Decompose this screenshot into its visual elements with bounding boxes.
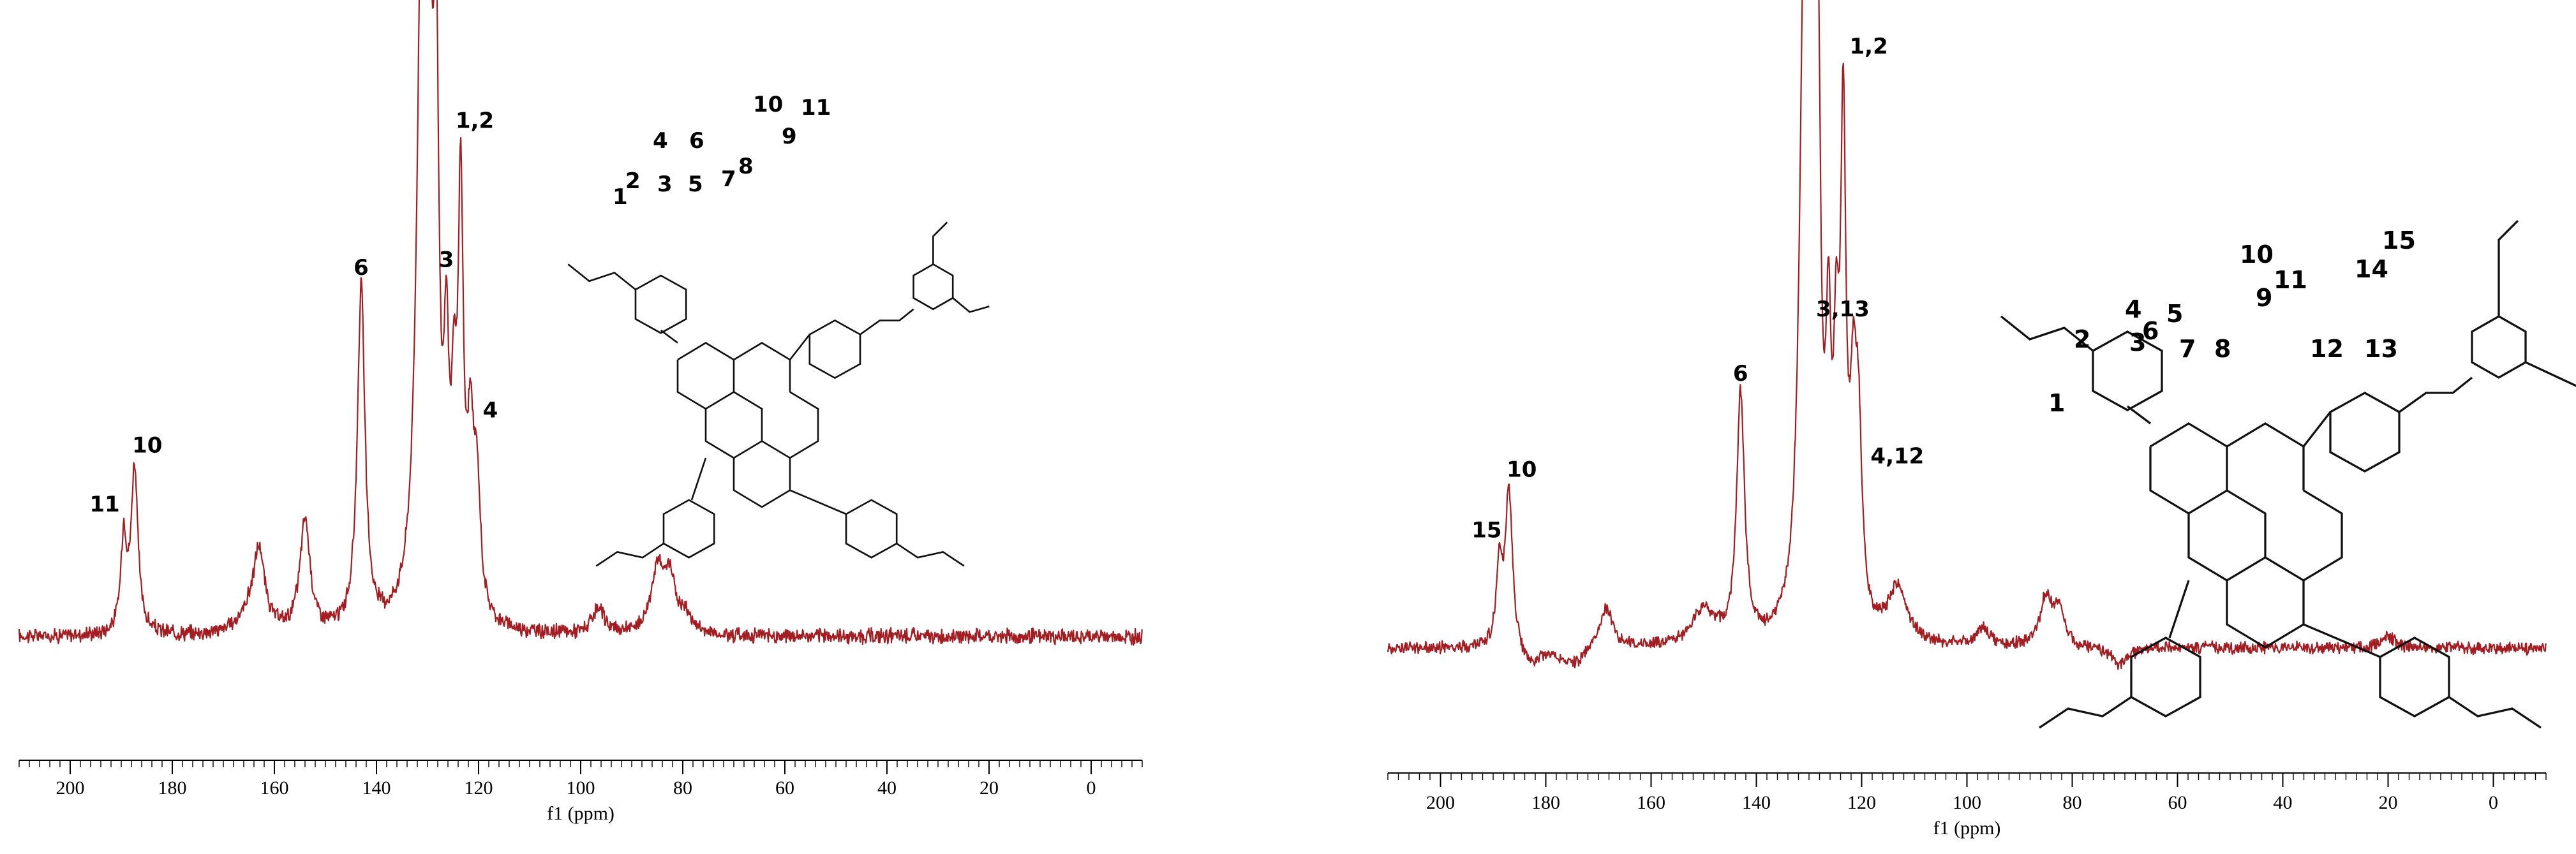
peak-label: 11 xyxy=(89,492,119,517)
peak-label: 3,13 xyxy=(1816,297,1870,322)
structure-label: 7 xyxy=(2179,335,2196,363)
structure-label: 6 xyxy=(689,128,704,154)
x-tick-label: 40 xyxy=(877,777,897,799)
x-tick-label: 80 xyxy=(2063,792,2082,813)
structure-label: 14 xyxy=(2355,255,2388,283)
structure-label: 12 xyxy=(2310,335,2344,363)
peak-label: 6 xyxy=(354,255,369,281)
structure-label: 2 xyxy=(2074,325,2090,353)
peak-label: 3 xyxy=(439,247,454,273)
structure-label: 15 xyxy=(2382,226,2416,254)
spectrum-panel-right: 200 180 160 140 120 100 80 60 40 20 0f1 (ppm)15106… xyxy=(1387,0,2547,839)
structure-label: 10 xyxy=(753,92,783,117)
x-tick-label: 100 xyxy=(567,777,595,799)
structure-label: 5 xyxy=(2166,300,2183,328)
structure-label: 13 xyxy=(2364,335,2398,363)
x-tick-label: 200 xyxy=(56,777,85,799)
x-tick-label: 140 xyxy=(362,777,391,799)
molecule-labels-left: 10 11 9 4 6 2 3 5 7 8 1 xyxy=(613,92,831,210)
x-tick-label: 120 xyxy=(1847,792,1876,813)
spectrum-trace xyxy=(18,0,1143,646)
molecule-labels-right: 10 11 9 15 14 4 5 12 13 2 3 6 7 8 1 xyxy=(2048,226,2416,417)
structure-label: 9 xyxy=(782,124,797,149)
peak-label: 6 xyxy=(1733,361,1748,387)
spectrum-trace xyxy=(1387,0,2547,670)
x-tick-label: 20 xyxy=(2379,792,2398,813)
x-tick-label: 180 xyxy=(1531,792,1560,813)
structure-label: 9 xyxy=(2256,284,2272,312)
structure-label: 8 xyxy=(738,154,754,179)
peak-label: 10 xyxy=(132,432,162,458)
peak-label: 4,12 xyxy=(1870,444,1924,469)
peak-label: 15 xyxy=(1471,518,1501,543)
x-axis-title: f1 (ppm) xyxy=(1933,818,2001,839)
structure-label: 11 xyxy=(2274,266,2307,294)
x-tick-label: 140 xyxy=(1742,792,1771,813)
structure-label: 10 xyxy=(2240,240,2274,269)
spectrum-panel-left: 200 180 160 140 120 100 80 60 40 20 0f1 (ppm)11106… xyxy=(18,0,1143,824)
molecule-structure-left xyxy=(567,221,990,567)
x-tick-label: 100 xyxy=(1953,792,1981,813)
structure-label: 3 xyxy=(2129,328,2146,357)
x-tick-label: 180 xyxy=(158,777,187,799)
structure-label: 7 xyxy=(721,166,736,192)
peak-label: 10 xyxy=(1507,457,1537,482)
peak-label: 1,2 xyxy=(456,108,494,134)
structure-label: 1 xyxy=(613,184,628,210)
structure-label: 2 xyxy=(625,168,641,194)
x-tick-label: 40 xyxy=(2274,792,2293,813)
structure-label: 4 xyxy=(2125,295,2141,323)
x-tick-label: 160 xyxy=(1637,792,1665,813)
structure-label: 3 xyxy=(657,172,673,197)
peak-label: 1,2 xyxy=(1850,34,1888,59)
structure-label: 4 xyxy=(653,128,668,154)
x-tick-label: 20 xyxy=(979,777,999,799)
x-tick-label: 0 xyxy=(1087,777,1096,799)
peak-label: 4 xyxy=(483,398,498,423)
x-tick-label: 80 xyxy=(673,777,692,799)
x-tick-label: 120 xyxy=(465,777,493,799)
x-tick-label: 200 xyxy=(1426,792,1455,813)
molecule-structure-right xyxy=(2000,219,2576,729)
x-tick-label: 160 xyxy=(260,777,289,799)
structure-label: 5 xyxy=(688,172,703,197)
structure-label: 6 xyxy=(2142,317,2159,345)
x-axis-title: f1 (ppm) xyxy=(547,803,614,824)
structure-label: 11 xyxy=(801,95,831,121)
structure-label: 1 xyxy=(2048,389,2065,417)
x-tick-label: 60 xyxy=(775,777,794,799)
x-tick-label: 0 xyxy=(2489,792,2498,813)
structure-label: 8 xyxy=(2214,335,2231,363)
x-tick-label: 60 xyxy=(2168,792,2187,813)
